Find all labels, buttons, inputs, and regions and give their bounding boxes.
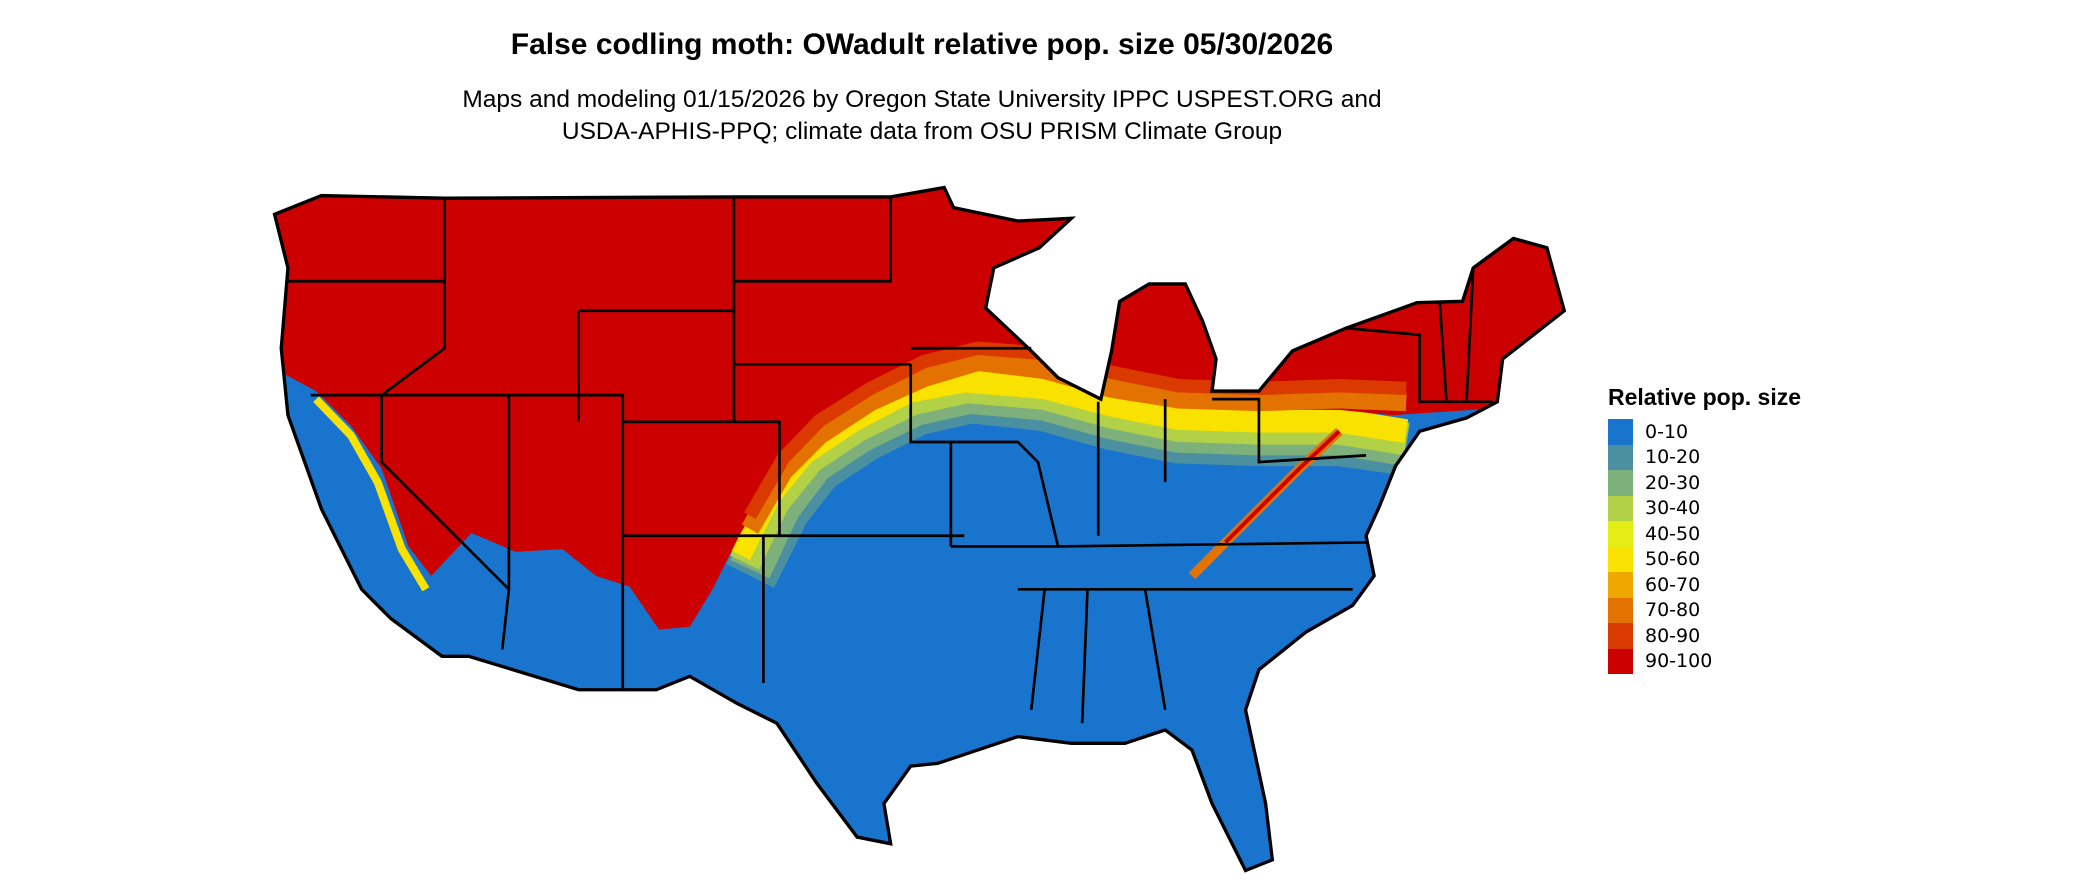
subtitle-line-2: USDA-APHIS-PPQ; climate data from OSU PR… — [561, 118, 1283, 145]
legend-swatch — [1608, 470, 1633, 496]
state-borders — [287, 196, 1494, 724]
map-title: False codling moth: OWadult relative pop… — [510, 28, 1334, 61]
legend-label: 30-40 — [1645, 497, 1701, 520]
legend-label: 90-100 — [1645, 650, 1713, 673]
california-central-band — [313, 396, 430, 592]
legend-label: 80-90 — [1645, 624, 1701, 647]
legend-title: Relative pop. size — [1608, 384, 1802, 410]
legend-swatch — [1608, 546, 1633, 572]
legend-item: 10-20 — [1608, 444, 1801, 470]
legend-swatch — [1608, 572, 1633, 598]
legend-item: 40-50 — [1608, 521, 1801, 547]
appalachian-zone-core — [1224, 429, 1341, 544]
legend-label: 20-30 — [1645, 471, 1701, 494]
zone-70-80-band — [741, 352, 1407, 534]
legend-label: 10-20 — [1645, 446, 1701, 469]
legend-label: 40-50 — [1645, 522, 1701, 545]
legend-swatch — [1608, 648, 1633, 674]
legend-item: 80-90 — [1608, 623, 1801, 649]
legend-swatch — [1608, 597, 1633, 623]
legend-item: 50-60 — [1608, 546, 1801, 572]
legend-item: 90-100 — [1608, 648, 1801, 674]
legend-item: 0-10 — [1608, 419, 1801, 445]
zone-80-90-band — [744, 341, 1407, 520]
legend-label: 70-80 — [1645, 599, 1701, 622]
legend-item: 20-30 — [1608, 470, 1801, 496]
legend-label: 0-10 — [1645, 420, 1689, 443]
legend-label: 50-60 — [1645, 548, 1701, 571]
legend-item: 60-70 — [1608, 572, 1801, 598]
legend-swatch — [1608, 521, 1633, 547]
legend-swatch — [1608, 444, 1633, 470]
legend-swatch — [1608, 495, 1633, 521]
legend-swatch — [1608, 419, 1633, 445]
legend-label: 60-70 — [1645, 573, 1701, 596]
map-subtitle: Maps and modeling 01/15/2026 by Oregon S… — [0, 84, 1844, 148]
legend-item: 70-80 — [1608, 597, 1801, 623]
subtitle-line-1: Maps and modeling 01/15/2026 by Oregon S… — [462, 86, 1382, 113]
legend-swatch — [1608, 623, 1633, 649]
legend: Relative pop. size 0-10 10-20 20-30 30-40 40… — [1608, 384, 1801, 674]
legend-item: 30-40 — [1608, 495, 1801, 521]
